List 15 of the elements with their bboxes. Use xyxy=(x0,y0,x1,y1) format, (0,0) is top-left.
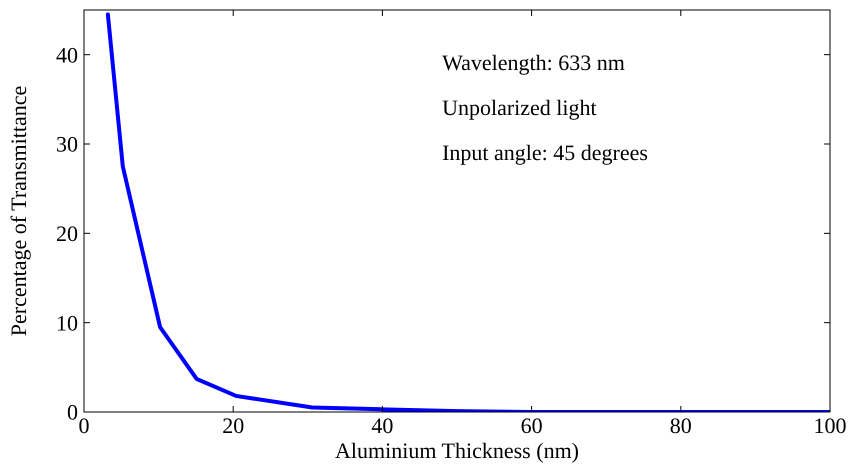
y-tick-label: 10 xyxy=(56,310,78,336)
x-axis-title: Aluminium Thickness (nm) xyxy=(334,438,580,463)
annotation: Input angle: 45 degrees xyxy=(442,140,648,165)
x-tick-label: 20 xyxy=(222,413,244,438)
annotation: Wavelength: 633 nm xyxy=(442,50,625,75)
y-tick-label: 30 xyxy=(56,132,78,157)
x-tick-label: 80 xyxy=(670,413,692,438)
x-tick-label: 100 xyxy=(814,413,846,438)
y-axis-title: Percentage of Transmittance xyxy=(6,86,31,336)
x-tick-label: 60 xyxy=(520,413,543,438)
y-tick-label: 20 xyxy=(56,221,78,246)
y-tick-label: 40 xyxy=(56,42,78,68)
line-series xyxy=(106,12,830,412)
x-tick-label: 40 xyxy=(371,413,394,438)
annotation: Unpolarized light xyxy=(442,95,597,120)
